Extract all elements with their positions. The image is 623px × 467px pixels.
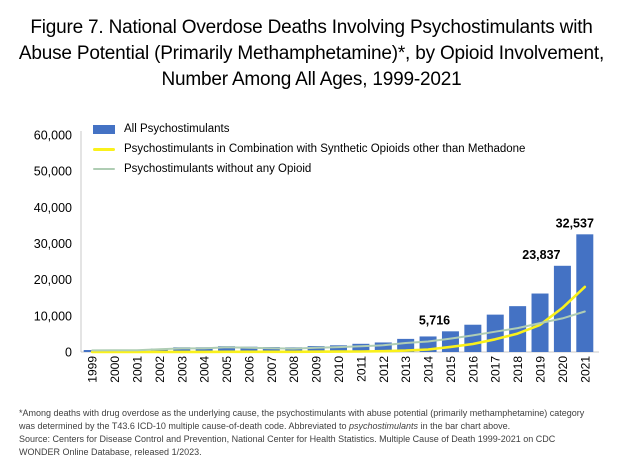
line-series-1 — [91, 310, 586, 352]
green-line-swatch-icon — [93, 168, 115, 170]
x-tick-2019: 2019 — [534, 356, 548, 383]
figure-title: Figure 7. National Overdose Deaths Invol… — [18, 17, 605, 91]
x-tick-2013: 2013 — [399, 356, 413, 383]
x-tick-2003: 2003 — [175, 356, 189, 383]
bar-2008 — [285, 347, 303, 352]
footnote-source: Source: Centers for Disease Control and … — [19, 434, 556, 458]
x-tick-2021: 2021 — [578, 356, 592, 383]
x-tick-2010: 2010 — [332, 356, 346, 383]
x-tick-2005: 2005 — [220, 356, 234, 383]
x-tick-2008: 2008 — [287, 356, 301, 383]
x-tick-2020: 2020 — [556, 356, 570, 383]
x-tick-2014: 2014 — [422, 356, 436, 383]
y-tick-40,000: 40,000 — [34, 201, 72, 215]
y-tick-60,000: 60,000 — [34, 129, 72, 143]
bar-2012 — [374, 342, 392, 352]
data-label-2015: 5,716 — [419, 313, 450, 327]
footnote: *Among deaths with drug overdose as the … — [19, 407, 595, 459]
x-tick-2006: 2006 — [242, 356, 256, 383]
legend-label: All Psychostimulants — [124, 123, 230, 135]
bar-2007 — [262, 347, 280, 352]
data-label-2020: 23,837 — [522, 248, 560, 262]
y-tick-10,000: 10,000 — [34, 309, 72, 323]
bar-2006 — [240, 346, 258, 352]
x-tick-2012: 2012 — [377, 356, 391, 383]
x-tick-2009: 2009 — [310, 356, 324, 383]
chart-legend: All Psychostimulants Psychostimulants in… — [93, 122, 525, 176]
x-tick-2002: 2002 — [153, 356, 167, 383]
bar-2016 — [464, 324, 482, 352]
x-tick-2000: 2000 — [108, 356, 122, 383]
bar-2009 — [307, 346, 325, 352]
x-tick-2004: 2004 — [198, 356, 212, 383]
bar-2010 — [330, 345, 347, 352]
yellow-line-swatch-icon — [93, 147, 115, 151]
bar-2004 — [195, 347, 213, 352]
bar-2011 — [352, 343, 370, 352]
line-series-0 — [90, 285, 587, 354]
bar-2021 — [576, 234, 594, 352]
x-tick-2018: 2018 — [511, 356, 525, 383]
x-tick-2011: 2011 — [354, 356, 368, 382]
bar-2017 — [486, 314, 504, 352]
chart-area: 0 10,000 20,000 30,000 40,000 50,000 60,000 199… — [0, 116, 623, 408]
bar-2005 — [218, 346, 236, 352]
legend-label: Psychostimulants in Combination with Syn… — [124, 143, 526, 155]
data-label-2021: 32,537 — [556, 216, 594, 230]
legend-item-without-opioid: Psychostimulants without any Opioid — [93, 162, 525, 176]
legend-label: Psychostimulants without any Opioid — [124, 163, 312, 175]
x-tick-2001: 2001 — [130, 356, 144, 383]
footnote-definition: *Among deaths with drug overdose as the … — [19, 408, 585, 432]
legend-item-all-psychostimulants: All Psychostimulants — [93, 122, 525, 136]
x-tick-1999: 1999 — [86, 356, 100, 383]
x-tick-2015: 2015 — [444, 356, 458, 383]
x-tick-2007: 2007 — [265, 356, 279, 383]
y-tick-0: 0 — [65, 346, 72, 360]
y-tick-20,000: 20,000 — [34, 273, 72, 287]
y-tick-50,000: 50,000 — [34, 165, 72, 179]
legend-item-synthetic-opioids: Psychostimulants in Combination with Syn… — [93, 142, 525, 156]
x-tick-2017: 2017 — [489, 356, 503, 383]
bar-swatch-icon — [93, 124, 115, 134]
x-tick-2016: 2016 — [466, 356, 480, 383]
bar-2003 — [173, 347, 191, 352]
y-tick-30,000: 30,000 — [34, 237, 72, 251]
overdose-deaths-chart: 0 10,000 20,000 30,000 40,000 50,000 60,000 199… — [34, 129, 599, 383]
